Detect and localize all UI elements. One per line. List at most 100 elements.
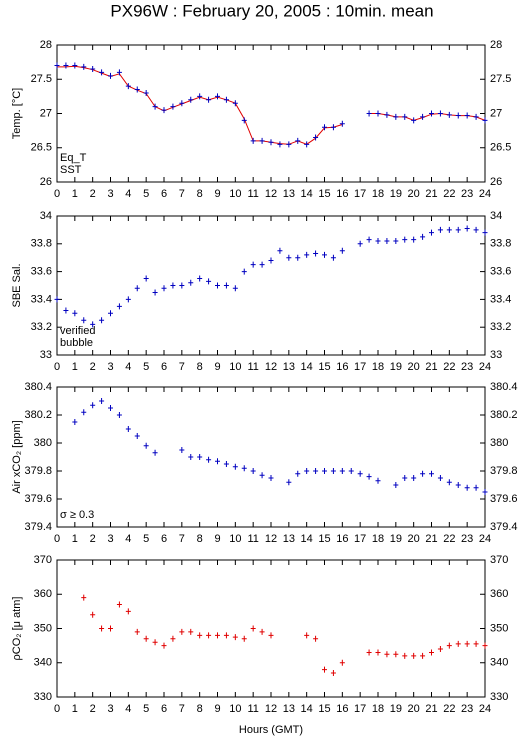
data-point [81, 63, 87, 70]
y-tick-label: 27 [40, 107, 52, 119]
x-tick-label: 18 [372, 533, 384, 545]
x-tick-label: 10 [229, 703, 241, 715]
y-tick-label: 380.4 [490, 381, 518, 393]
data-point [223, 282, 229, 289]
data-point [241, 268, 247, 275]
data-point [241, 635, 247, 642]
x-tick-label: 17 [354, 533, 366, 545]
data-point [304, 251, 310, 258]
x-tick-label: 16 [336, 703, 348, 715]
data-point [473, 226, 479, 233]
x-tick-label: 18 [372, 361, 384, 373]
y-tick-label: 380.2 [490, 409, 518, 421]
data-point [411, 117, 417, 124]
y-tick-label: 26.5 [490, 142, 511, 154]
data-point [188, 96, 194, 103]
data-point [393, 113, 399, 120]
y-tick-label: 34 [490, 210, 502, 222]
y-tick-label: 28 [40, 39, 52, 51]
data-point [90, 611, 96, 618]
y-tick-label: 34 [40, 210, 52, 222]
x-tick-label: 17 [354, 188, 366, 200]
data-point [206, 96, 212, 103]
x-tick-label: 7 [179, 361, 185, 373]
data-point [72, 419, 78, 425]
x-tick-label: 20 [408, 361, 420, 373]
data-point [250, 625, 256, 632]
data-point [188, 279, 194, 286]
data-point [188, 454, 194, 460]
data-point [152, 639, 158, 646]
y-tick-label: 26 [490, 176, 502, 188]
data-point [90, 65, 96, 72]
data-point [179, 282, 185, 289]
legend-label: SST [60, 164, 82, 176]
data-point [250, 137, 256, 144]
data-point [116, 601, 122, 608]
x-tick-label: 9 [214, 533, 220, 545]
x-tick-label: 6 [161, 361, 167, 373]
data-point [464, 484, 470, 491]
x-tick-label: 20 [408, 703, 420, 715]
x-tick-label: 11 [247, 703, 258, 715]
data-point [125, 426, 131, 432]
data-point [63, 62, 69, 69]
data-point [206, 456, 212, 463]
x-tick-label: 8 [197, 188, 203, 200]
data-point [232, 463, 238, 470]
data-point [429, 229, 434, 236]
x-tick-label: 2 [90, 361, 96, 373]
data-point [482, 489, 488, 495]
y-tick-label: 350 [490, 622, 508, 634]
y-tick-label: 360 [34, 588, 52, 600]
data-point [259, 137, 265, 144]
data-point [197, 454, 203, 460]
y-tick-label: 370 [490, 554, 508, 566]
data-point [215, 282, 220, 289]
data-point [330, 254, 336, 261]
x-tick-label: 3 [107, 533, 113, 545]
data-point [241, 465, 247, 472]
x-tick-label: 19 [390, 703, 402, 715]
data-point [268, 475, 274, 481]
x-tick-label: 11 [247, 361, 258, 373]
y-tick-label: 360 [490, 588, 508, 600]
data-point [393, 238, 399, 245]
data-point [446, 111, 452, 118]
data-point [304, 632, 310, 639]
x-tick-label: 10 [229, 361, 241, 373]
y-tick-label: 27.5 [31, 73, 52, 85]
data-point [99, 398, 105, 404]
data-point [81, 317, 87, 324]
data-point [108, 625, 113, 632]
y-tick-label: 33.4 [490, 293, 511, 305]
legend-label: σ ≥ 0.3 [60, 509, 94, 521]
x-tick-label: 15 [318, 533, 330, 545]
x-tick-label: 23 [461, 703, 473, 715]
x-tick-label: 5 [143, 533, 149, 545]
y-tick-label: 379.4 [490, 521, 518, 533]
data-point [223, 461, 229, 467]
data-point [313, 468, 319, 474]
data-point [125, 83, 131, 90]
x-tick-label: 12 [265, 703, 277, 715]
data-point [348, 468, 354, 474]
data-point [134, 628, 140, 635]
x-tick-label: 14 [301, 361, 313, 373]
x-tick-label: 21 [425, 361, 437, 373]
data-point [339, 468, 345, 474]
y-tick-label: 33 [40, 349, 52, 361]
y-tick-label: 26 [40, 176, 52, 188]
x-tick-label: 14 [301, 188, 313, 200]
data-point [161, 285, 167, 292]
data-point [125, 608, 131, 615]
x-tick-label: 16 [336, 188, 348, 200]
y-tick-label: 370 [34, 554, 52, 566]
data-point [54, 62, 60, 69]
data-point [108, 72, 113, 79]
x-tick-label: 21 [425, 703, 437, 715]
data-point [455, 482, 461, 488]
y-tick-label: 33.8 [31, 238, 52, 250]
y-tick-label: 380.2 [24, 409, 52, 421]
